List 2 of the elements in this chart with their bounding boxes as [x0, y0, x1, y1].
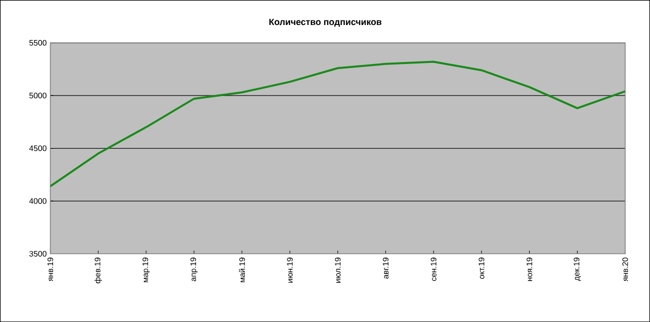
line-series: [50, 60, 626, 188]
chart-title: Количество подписчиков: [269, 18, 382, 27]
